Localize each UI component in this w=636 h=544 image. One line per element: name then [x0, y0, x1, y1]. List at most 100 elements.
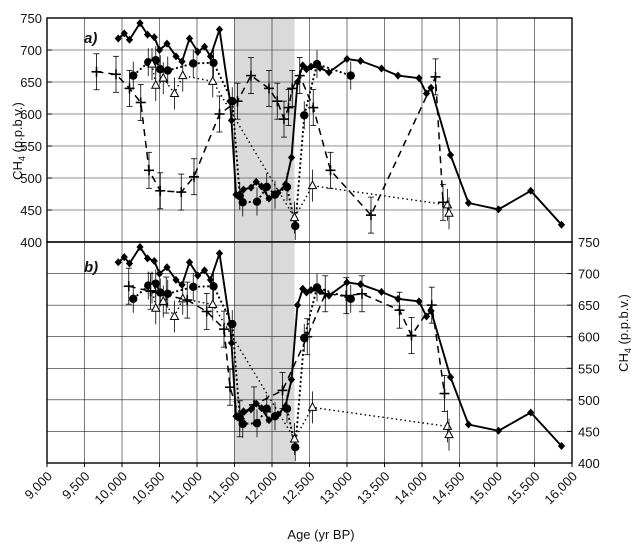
panel-a-series-solid-diamond-point	[307, 62, 315, 71]
x-tick-label: 15,500	[504, 469, 543, 508]
x-tick-label: 14,500	[429, 469, 468, 508]
panel-b-series-solid-diamond-point	[215, 249, 224, 258]
panel-b-series-dotted-dot-point	[291, 443, 300, 452]
panel-a-series-solid-diamond-line	[117, 22, 563, 226]
panel-a-series-solid-diamond-point	[247, 183, 255, 192]
panel-a-y-tick-label: 600	[20, 107, 42, 122]
panel-a-series-dotted-dot-point	[228, 97, 237, 106]
panel-b-y-title-main: CH	[616, 353, 631, 372]
panel-b-y-tick-label: 500	[578, 393, 600, 408]
panel-b-series-solid-diamond-point	[464, 420, 473, 429]
panel-a-series-solid-diamond-point	[527, 186, 535, 195]
panel-a-series-dotted-dot-point	[300, 111, 309, 120]
panel-b-series-solid-diamond-point	[494, 426, 503, 435]
panel-a-series-dotted-triangle-point	[289, 212, 300, 222]
x-tick-label: 11,500	[205, 469, 243, 507]
x-tick-label: 9,500	[59, 469, 93, 503]
panel-b-series-solid-diamond-point	[178, 280, 186, 289]
panel-b-series-dotted-dot-point	[228, 319, 237, 329]
panel-b-series-solid-diamond-point	[557, 441, 566, 450]
panel-a-series-solid-diamond-point	[239, 185, 248, 194]
panel-a-y-title-sub: 4	[17, 156, 27, 161]
panel-a-series-dotted-triangle-point	[150, 79, 161, 89]
x-tick-label: 9,000	[22, 469, 56, 503]
x-tick-label: 11,000	[167, 469, 205, 507]
panel-b-series-solid-diamond-point	[227, 339, 236, 348]
panel-a-y-tick-label: 750	[20, 11, 42, 26]
panel-b-y-title-unit: (p.p.b.v.)	[616, 294, 631, 348]
panel-a-series-solid-diamond-point	[136, 19, 144, 28]
panel-b-series-solid-diamond-point	[287, 375, 296, 384]
panel-a-series-solid-diamond-point	[185, 34, 194, 43]
panel-b-series-solid-diamond-point	[155, 269, 164, 278]
panel-b: 750 700 650 600 550 500 450 400	[46, 235, 600, 471]
panel-b-y-title-sub: 4	[623, 348, 633, 353]
panel-b-series-solid-diamond-point	[446, 373, 455, 382]
panel-a-shaded-interval	[234, 18, 295, 242]
panel-b-y-tick-label: 450	[578, 424, 600, 439]
panel-b-series-dotted-dot-point	[209, 282, 218, 291]
panel-b-series-solid-diamond-point	[293, 301, 302, 310]
panel-b-series-solid-diamond-point	[120, 253, 128, 262]
panel-b-y-tick-label: 700	[578, 267, 600, 282]
panel-b-series-dotted-triangle-point	[158, 295, 169, 305]
panel-a-series-solid-diamond-point	[227, 116, 236, 125]
panel-a-series-dotted-dot-point	[270, 190, 280, 199]
panel-b-y-tick-label: 600	[578, 330, 600, 345]
x-tick-label: 12,000	[241, 469, 280, 508]
panel-b-series-solid-diamond-point	[206, 275, 215, 284]
panel-b-series-dotted-triangle-point	[207, 298, 218, 309]
panel-a-series-solid-diamond-point	[200, 42, 209, 51]
panel-a-series-dotted-triangle-point	[442, 199, 453, 209]
panel-a-series-solid-diamond-point	[114, 34, 122, 43]
panel-b-series-solid-diamond-point	[377, 287, 386, 296]
panel-a-series-solid-diamond-point	[178, 57, 186, 66]
panel-a-series-solid-diamond-point	[265, 194, 273, 203]
x-tick-label: 14,000	[391, 469, 430, 508]
panel-b-series-dotted-dot-point	[262, 404, 271, 413]
x-tick-label: 12,500	[279, 469, 318, 508]
x-tick-label: 13,000	[316, 469, 355, 508]
panel-a-series-solid-diamond-point	[143, 30, 152, 39]
panel-a-y-tick-label: 700	[20, 43, 42, 58]
panel-b-series-dotted-dot-point	[312, 283, 322, 292]
panel-b-series-solid-diamond-point	[185, 258, 194, 267]
x-tick-label: 13,500	[354, 469, 393, 508]
panel-a-y-tick-label: 550	[20, 139, 42, 154]
panel-b-series-solid-diamond-point	[172, 275, 180, 284]
panel-a-series-dotted-dot-point	[235, 191, 244, 201]
panel-a-series-dotted-triangle-point	[177, 70, 188, 80]
panel-a-series-dotted-dot-point	[238, 198, 247, 207]
panel-b-y-tick-label: 400	[578, 456, 600, 471]
panel-a-y-title-unit: (p.p.b.v.)	[10, 102, 25, 156]
panel-a-y-tick-label: 400	[20, 235, 42, 250]
panel-b-series-dotted-dot-point	[282, 404, 292, 413]
panel-a-series-solid-diamond-point	[194, 47, 202, 56]
panel-a-series-dotted-dot-point	[312, 59, 322, 69]
panel-a: 750 700 650 600 550 500 450 400	[20, 11, 573, 250]
x-tick-label: 10,000	[91, 469, 130, 508]
panel-a-series-solid-diamond-point	[172, 52, 180, 61]
panel-b-series-solid-diamond-point	[150, 256, 158, 265]
panel-b-series-solid-diamond-point	[527, 408, 535, 417]
panel-a-y-axis-title: CH4 (p.p.b.v.)	[10, 102, 27, 180]
x-axis-title: Age (yr BP)	[287, 527, 354, 542]
panel-a-y-title-main: CH	[10, 161, 25, 180]
panel-a-series-dotted-dot-point	[129, 71, 138, 80]
panel-b-series-dotted-dot-point	[238, 419, 247, 429]
panel-a-series-solid-diamond-point	[394, 71, 402, 80]
panel-a-y-tick-label: 650	[20, 75, 42, 90]
panel-b-series-dotted-triangle-point	[444, 429, 454, 439]
panel-b-series-dotted-triangle-point	[150, 302, 161, 312]
panel-a-series-solid-diamond-point	[252, 177, 260, 186]
panel-b-series-solid-diamond-point	[200, 266, 209, 275]
panel-b-series-solid-diamond-point	[307, 285, 315, 294]
panel-b-series-solid-diamond-point	[343, 278, 351, 287]
panel-b-series-dotted-triangle-point	[307, 401, 318, 411]
panel-a-series-solid-diamond-point	[155, 46, 164, 54]
panel-a-y-tick-label: 500	[20, 171, 42, 186]
panel-b-series-dotted-dot-point	[346, 294, 355, 304]
panel-b-y-axis-title: CH4 (p.p.b.v.)	[616, 294, 633, 372]
panel-a-series-dotted-triangle-point	[169, 87, 180, 98]
